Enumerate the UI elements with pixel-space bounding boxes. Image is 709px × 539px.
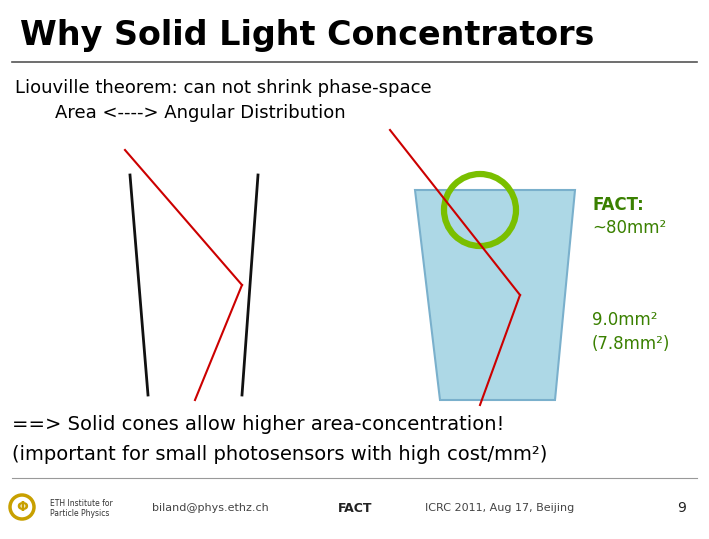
Text: ==> Solid cones allow higher area-concentration!: ==> Solid cones allow higher area-concen… (12, 416, 504, 434)
Text: (important for small photosensors with high cost/mm²): (important for small photosensors with h… (12, 446, 547, 465)
Text: Φ: Φ (16, 500, 28, 514)
Text: ~80mm²: ~80mm² (592, 219, 666, 237)
Text: ICRC 2011, Aug 17, Beijing: ICRC 2011, Aug 17, Beijing (425, 503, 574, 513)
Text: FACT:: FACT: (592, 196, 644, 214)
Text: Why Solid Light Concentrators: Why Solid Light Concentrators (20, 19, 594, 52)
Text: FACT: FACT (337, 501, 372, 515)
Text: biland@phys.ethz.ch: biland@phys.ethz.ch (152, 503, 269, 513)
Polygon shape (415, 190, 575, 400)
Text: ETH Institute for: ETH Institute for (50, 499, 113, 508)
Text: Liouville theorem: can not shrink phase-space: Liouville theorem: can not shrink phase-… (15, 79, 432, 97)
Text: Area <----> Angular Distribution: Area <----> Angular Distribution (55, 104, 345, 122)
Text: 9.0mm²: 9.0mm² (592, 311, 657, 329)
Text: Particle Physics: Particle Physics (50, 508, 109, 517)
Text: 9: 9 (678, 501, 686, 515)
Text: (7.8mm²): (7.8mm²) (592, 335, 671, 353)
